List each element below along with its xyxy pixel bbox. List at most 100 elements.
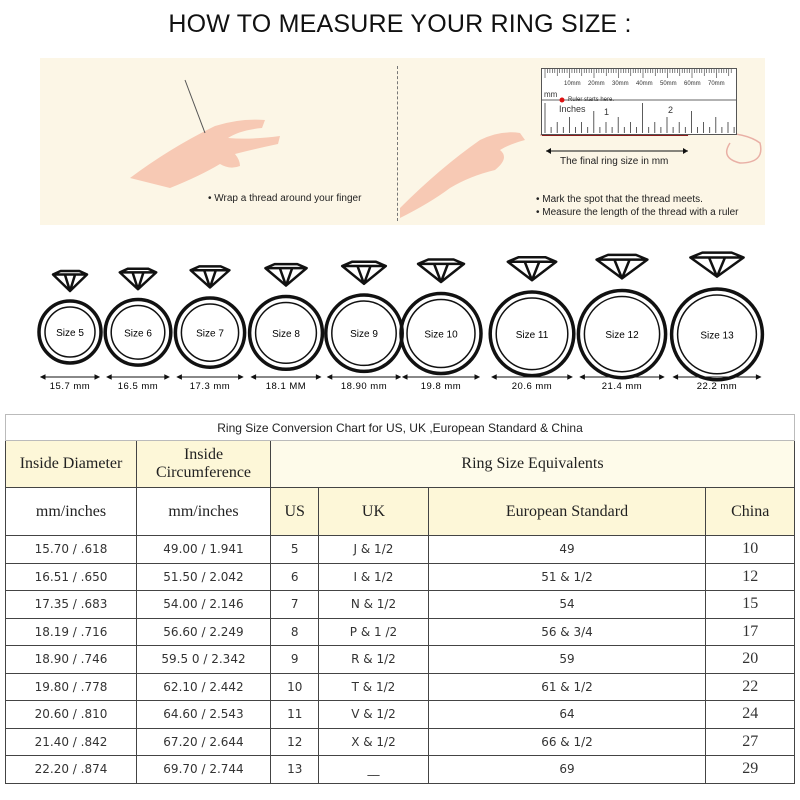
ring-diameter-label: 21.4 mm (602, 381, 642, 392)
ruler-mm-label: mm (544, 90, 558, 99)
table-cell: P & 1 /2 (318, 617, 429, 646)
ring-band (399, 291, 483, 376)
ring-size-label: Size 8 (272, 329, 300, 340)
ring-size-label: Size 13 (700, 330, 734, 341)
ring-size-10: Size 10 19.8 mm (399, 258, 483, 392)
ruler-mark: 70mm (708, 81, 725, 87)
table-cell: 56.60 / 2.249 (136, 617, 271, 646)
ring-inner (406, 298, 476, 369)
table-cell: 59.5 0 / 2.342 (136, 645, 271, 674)
table-cell: 7 (269, 590, 320, 619)
ring-size-9: Size 9 18.90 mm (324, 260, 404, 392)
table-cell: 6 (269, 562, 320, 591)
ring-size-label: Size 11 (516, 330, 549, 341)
table-cell: 64 (427, 700, 707, 729)
step-wrap-thread: • Wrap a thread around your finger (208, 193, 362, 204)
diamond-icon (264, 262, 308, 287)
ring-inner (254, 301, 318, 365)
table-cell: 5 (269, 535, 320, 564)
table-caption: Ring Size Conversion Chart for US, UK ,E… (5, 414, 795, 441)
ring-inner (331, 300, 397, 367)
ring-inner (110, 304, 166, 360)
header-inside-diameter: Inside Diameter (5, 440, 137, 488)
diameter-arrow (39, 374, 101, 380)
ring-band (37, 299, 103, 365)
ring-band (103, 297, 173, 367)
table-cell: 10 (705, 535, 795, 564)
table-cell: 18.19 / .716 (5, 617, 137, 646)
diameter-arrow (250, 374, 322, 380)
ring-diameter-label: 18.90 mm (341, 381, 387, 392)
table-cell: 64.60 / 2.543 (136, 700, 271, 729)
table-row: 22.20 / .874 69.70 / 2.744 13 __ 69 29 (5, 755, 795, 784)
ring-size-label: Size 6 (124, 328, 152, 339)
header-china: China (705, 487, 795, 536)
ruler-mark: 60mm (684, 81, 701, 87)
table-cell: 9 (269, 645, 320, 674)
table-cell: 54.00 / 2.146 (136, 590, 271, 619)
ring-size-5: Size 5 15.7 mm (37, 269, 103, 392)
ring-inner (180, 303, 240, 362)
diamond-icon (51, 269, 89, 293)
table-cell: 49.00 / 1.941 (136, 535, 271, 564)
diameter-arrow (672, 374, 762, 380)
diamond-icon (340, 260, 388, 286)
header-mm-inches: mm/inches (136, 487, 271, 536)
table-row: 17.35 / .683 54.00 / 2.146 7 N & 1/2 54 15 (5, 590, 795, 619)
ruler-ticks (542, 69, 736, 133)
page-title: HOW TO MEASURE YOUR RING SIZE : (168, 10, 632, 38)
ring-diameter-label: 15.7 mm (50, 381, 90, 392)
ring-inner (44, 306, 96, 358)
ring-band (247, 294, 325, 372)
table-cell: 54 (427, 590, 707, 619)
table-cell: 59 (427, 645, 707, 674)
table-cell: N & 1/2 (318, 590, 429, 619)
table-row: 20.60 / .810 64.60 / 2.543 11 V & 1/2 64 24 (5, 700, 795, 729)
table-cell: 69 (427, 755, 707, 784)
table-cell: 13 (269, 755, 320, 784)
table-cell: R & 1/2 (318, 645, 429, 674)
table-cell: 22 (705, 672, 795, 701)
diamond-icon (689, 251, 745, 278)
ruler-inch-mark: 2 (668, 105, 674, 115)
table-cell: 8 (269, 617, 320, 646)
diamond-icon (416, 258, 466, 284)
table-cell: 51 & 1/2 (427, 562, 707, 591)
ruler: mm 10mm 20mm 30mm 40mm 50mm 60mm 70mm Ru… (541, 68, 737, 135)
ring-band (173, 296, 247, 369)
table-cell: 67.20 / 2.644 (136, 727, 271, 756)
header-european: European Standard (427, 487, 707, 536)
table-cell: 69.70 / 2.744 (136, 755, 271, 784)
table-cell: X & 1/2 (318, 727, 429, 756)
table-cell: 61 & 1/2 (427, 672, 707, 701)
ring-size-label: Size 12 (605, 330, 639, 341)
hand-illustrations (130, 79, 762, 218)
diameter-arrow (326, 374, 402, 380)
step-mark-spot: • Mark the spot that the thread meets. (536, 194, 703, 205)
ring-size-13: Size 13 22.2 mm (669, 251, 765, 392)
ruler-start-note: Ruler starts here. (568, 97, 615, 103)
diameter-arrow (106, 374, 170, 380)
step-measure: • Measure the length of the thread with … (536, 207, 739, 218)
ring-size-8: Size 8 18.1 MM (247, 262, 325, 392)
ring-size-table: Ring Size Conversion Chart for US, UK ,E… (5, 414, 795, 784)
ring-band (576, 288, 668, 380)
ring-diameter-label: 20.6 mm (512, 381, 552, 392)
ring-size-label: Size 9 (350, 329, 378, 340)
diameter-arrow (401, 374, 481, 380)
diameter-arrow (491, 374, 573, 380)
table-cell: 17.35 / .683 (5, 590, 137, 619)
table-cell: 12 (705, 562, 795, 591)
diamond-icon (118, 267, 158, 291)
ruler-mark: 10mm (564, 81, 581, 87)
table-cell: 10 (269, 672, 320, 701)
diameter-arrow (176, 374, 244, 380)
table-cell: T & 1/2 (318, 672, 429, 701)
table-cell: 19.80 / .778 (5, 672, 137, 701)
ring-inner (583, 295, 661, 373)
header-inside-circumference: Inside Circumference (136, 440, 271, 488)
ruler-mark: 20mm (588, 81, 605, 87)
table-cell: 49 (427, 535, 707, 564)
ring-diameter-label: 16.5 mm (118, 381, 158, 392)
ring-size-11: Size 11 20.6 mm (488, 255, 576, 392)
